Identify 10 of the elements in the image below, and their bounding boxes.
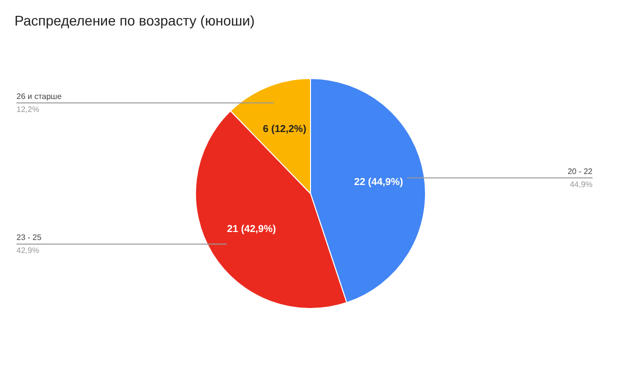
chart-title: Распределение по возрасту (юноши): [14, 12, 255, 28]
slice-label: 26 и старше: [16, 92, 62, 101]
data-label: 22 (44,9%): [354, 176, 404, 188]
text: 42,9%: [16, 246, 40, 256]
data-label: 21 (42,9%): [227, 224, 276, 235]
slice-label: 23 - 25: [16, 233, 42, 242]
text: 12,2%: [16, 104, 40, 114]
data-label: 6 (12,2%): [262, 124, 306, 136]
slice-label: 20 - 22: [568, 166, 594, 176]
text: 44,9%: [570, 180, 593, 189]
